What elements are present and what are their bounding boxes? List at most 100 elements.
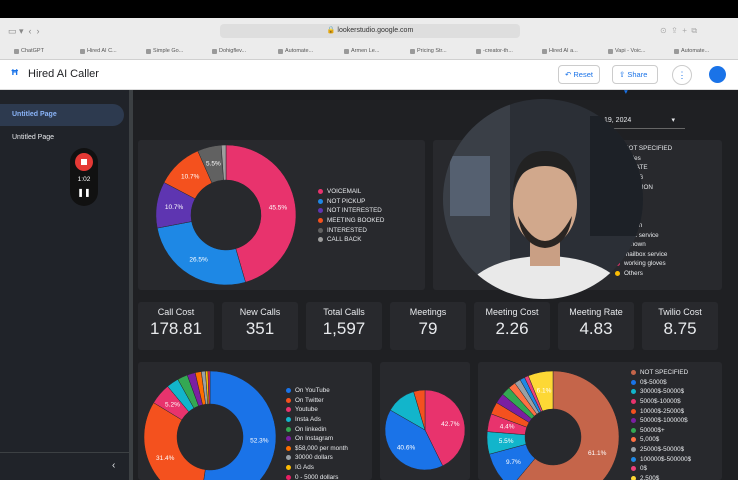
legend-item: 0$ [631, 464, 691, 474]
tab-title: Automate... [285, 48, 314, 54]
kpi-value: 4.83 [579, 319, 613, 338]
browser-tab[interactable]: Hired AI a... [542, 45, 604, 57]
browser-tab[interactable]: Simple Go... [146, 45, 208, 57]
legend-label: On linkedin [295, 425, 327, 433]
share-button[interactable]: ⇧ Share ▾ [612, 65, 658, 96]
donut-chart: 52.3% 31.4% 5.2% [143, 370, 277, 480]
legend-item: 100000$-500000$ [631, 454, 691, 464]
legend-dot [631, 475, 636, 480]
kpi-value: 8.75 [663, 319, 697, 338]
legend-label: 5000$-10000$ [640, 398, 681, 406]
legend-dot [631, 389, 636, 395]
browser-tab[interactable]: Dohigflev... [212, 45, 274, 57]
date-picker[interactable]: 19, 2024 ▾ [590, 113, 685, 129]
tab-title: -creator-th... [483, 48, 513, 54]
legend-dot [318, 227, 323, 233]
legend-item: IG Ads [286, 463, 348, 473]
kpi-label: Total Calls [323, 307, 365, 317]
url-bar[interactable]: 🔒 lookerstudio.google.com [220, 24, 520, 38]
slice-label: 45.5% [269, 204, 288, 211]
slice-label: 5.5% [206, 161, 221, 168]
legend-label: 10000$-25000$ [640, 407, 685, 415]
slice [527, 370, 554, 412]
browser-tab[interactable]: ChatGPT [14, 45, 76, 57]
avatar[interactable] [709, 66, 726, 83]
tab-title: Armen Le... [351, 48, 380, 54]
menu-button[interactable]: ⋮ [672, 65, 692, 85]
legend-item: $58,000 per month [286, 444, 348, 454]
kpi-value: 79 [418, 319, 438, 338]
collapse-button[interactable]: ‹ [112, 460, 116, 471]
legend-item: NOT SPECIFIED [631, 368, 691, 378]
date-text: 19, 2024 [604, 117, 632, 124]
kpi-value: 351 [245, 319, 275, 338]
legend-item: 50000$-100000$ [631, 416, 691, 426]
page-link[interactable]: Untitled Page [12, 111, 57, 118]
browser-tab[interactable]: Hired AI C... [80, 45, 142, 57]
legend-label: nknown [624, 241, 646, 249]
legend-label: NOT SPECIFIED [624, 145, 673, 153]
legend-dot [631, 466, 636, 472]
slice-label: 31.4% [156, 455, 175, 462]
page-selected[interactable] [0, 104, 124, 126]
tab-icon [212, 48, 217, 54]
legend-label: 30000 dollars [295, 454, 333, 462]
legend-label: working gloves [624, 260, 666, 268]
sidebar: Untitled Page Untitled Page 1:02 ❚❚ ‹ [0, 90, 129, 480]
slice-label: 10.7% [181, 173, 200, 180]
legend-dot [318, 237, 323, 243]
browser-tab[interactable]: Automate... [278, 45, 340, 57]
legend-label: On Twitter [295, 396, 324, 404]
legend-item: VOICEMAIL [318, 187, 384, 197]
tab-icon [278, 48, 283, 54]
page-link[interactable]: Untitled Page [12, 134, 55, 141]
slice-label: 10.7% [165, 204, 184, 211]
legend-item: On YouTube [286, 386, 348, 396]
app-header: ꟸ Hired AI Caller ↶ Reset ⇧ Share ▾ ⋮ [0, 60, 738, 96]
tab-title: ChatGPT [21, 48, 44, 54]
legend-label: $58,000 per month [295, 444, 348, 452]
slice [143, 402, 206, 480]
browser-tab[interactable]: Vapi - Voic... [608, 45, 670, 57]
tab-title: Dohigflev... [219, 48, 247, 54]
legend-dot [286, 388, 291, 394]
pause-button[interactable]: ❚❚ [77, 188, 91, 197]
legend-item: NOT PICKUP [318, 197, 384, 207]
slice-label: 5.2% [165, 401, 180, 408]
legend-item: Youtube [286, 405, 348, 415]
slice [225, 144, 297, 283]
browser-tab[interactable]: Pricing Str... [410, 45, 472, 57]
recorder: 1:02 ❚❚ [70, 148, 98, 206]
webcam-overlay [443, 99, 643, 299]
legend-dot [318, 208, 323, 214]
legend-item: 30000$-50000$ [631, 387, 691, 397]
reset-label: Reset [573, 70, 593, 79]
legend-dot [286, 407, 291, 413]
legend-dot [286, 397, 291, 403]
legend-dot [318, 189, 323, 195]
legend-label: MEETING BOOKED [327, 217, 385, 225]
os-bar [0, 0, 738, 18]
logo: ꟸ [11, 67, 19, 82]
legend-item: INTERESTED [318, 225, 384, 235]
legend-item: 0 - 5000 dollars [286, 472, 348, 480]
kpi-card: Meeting Cost 2.26 [474, 302, 550, 350]
legend-dot [631, 456, 636, 462]
slice [220, 144, 227, 181]
legend-label: 5,000$ [640, 436, 660, 444]
browser-tab[interactable]: Automate... [674, 45, 736, 57]
legend-label: 0$ [640, 465, 648, 473]
legend-label: 2,500$ [640, 474, 660, 480]
reset-button[interactable]: ↶ Reset [558, 65, 600, 84]
stop-button[interactable] [75, 153, 93, 171]
legend-item: 0$-5000$ [631, 378, 691, 388]
legend-label: IG Ads [295, 464, 314, 472]
legend-item: On Twitter [286, 396, 348, 406]
slice-label: 40.6% [397, 445, 416, 452]
browser-tab[interactable]: Armen Le... [344, 45, 406, 57]
browser-tab[interactable]: -creator-th... [476, 45, 538, 57]
legend-dot [286, 465, 291, 471]
kpi-card: Total Calls 1,597 [306, 302, 382, 350]
slice-label: 42.7% [441, 421, 460, 428]
